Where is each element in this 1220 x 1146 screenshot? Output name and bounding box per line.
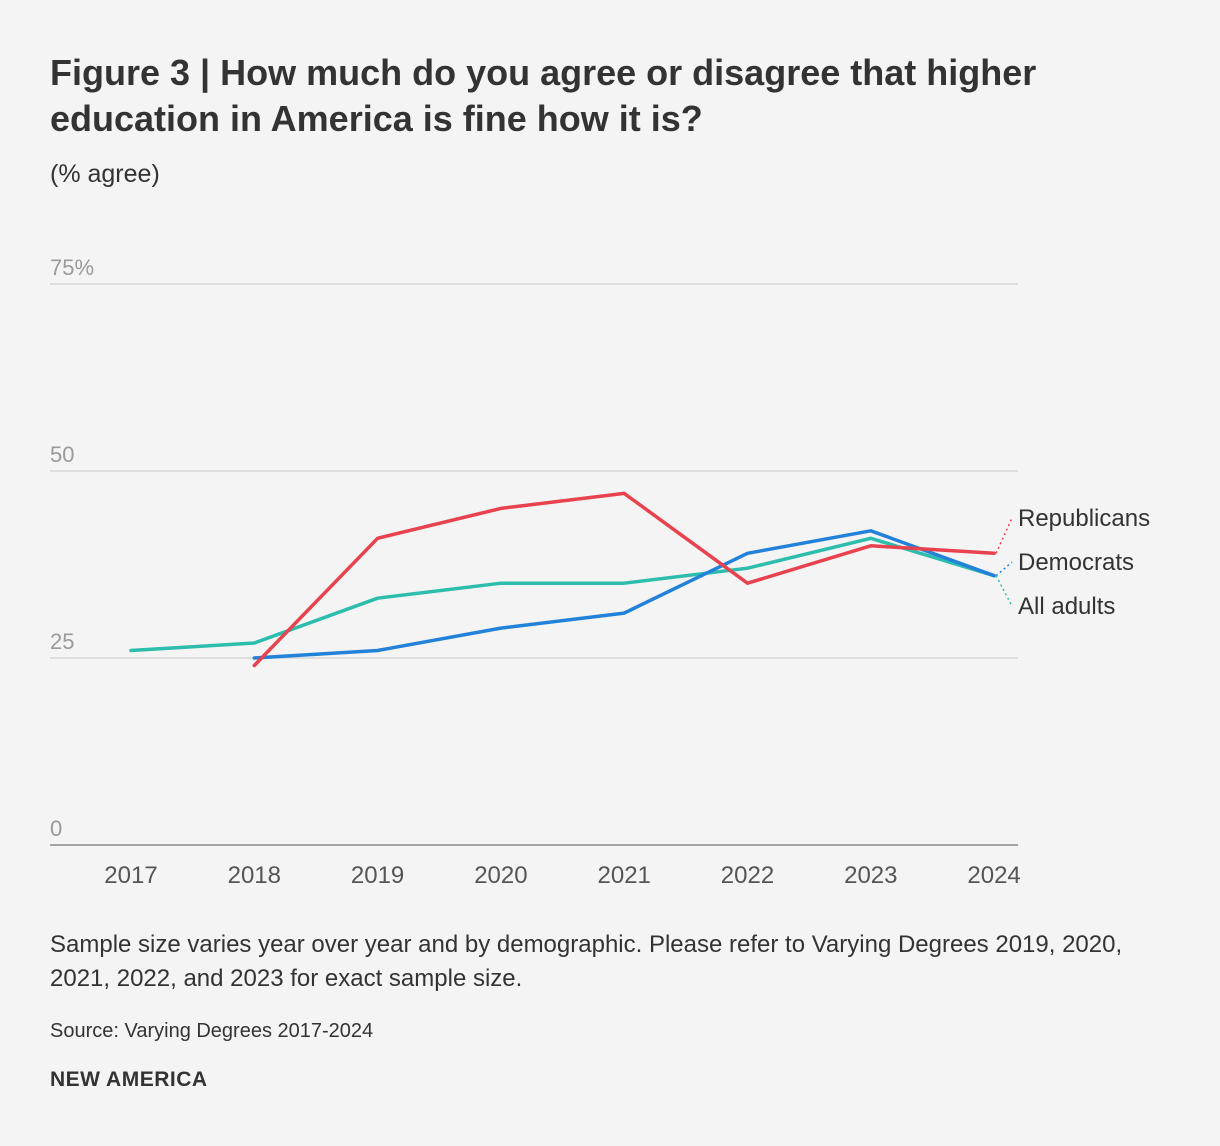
x-tick-label: 2020 (474, 862, 527, 889)
y-axis-ticks: 0 25 50 75% (50, 255, 94, 841)
x-axis-ticks: 2017 2018 2019 2020 2021 2022 2023 2024 (104, 862, 1020, 889)
x-tick-label: 2019 (351, 862, 404, 889)
y-tick-label: 25 (50, 629, 74, 654)
label-leader-democrats (995, 561, 1013, 577)
line-chart: 0 25 50 75% 2017 2018 2019 2020 2021 2022 2023 202… (50, 255, 1150, 889)
x-tick-label: 2022 (721, 862, 774, 889)
label-leader-all-adults (995, 575, 1013, 607)
y-tick-label: 50 (50, 442, 74, 467)
series-lines (129, 491, 996, 668)
series-label-republicans: Republicans (1018, 505, 1150, 532)
label-leader-republicans (995, 517, 1013, 554)
series-line-republicans (252, 491, 996, 668)
chart-title: Figure 3 | How much do you agree or disa… (50, 52, 1037, 139)
series-label-democrats: Democrats (1018, 549, 1134, 576)
sample-size-note: Sample size varies year over year and by… (50, 931, 1123, 992)
brand-logo-text: NEW AMERICA (50, 1068, 208, 1091)
y-tick-label: 0 (50, 816, 62, 841)
x-tick-label: 2018 (228, 862, 281, 889)
y-tick-label: 75% (50, 255, 94, 280)
series-line-democrats (252, 529, 996, 660)
series-line-all-adults (129, 536, 996, 653)
chart-subtitle: (% agree) (50, 160, 160, 188)
x-tick-label: 2023 (844, 862, 897, 889)
gridlines (50, 283, 1018, 846)
series-end-labels: Republicans Democrats All adults (995, 505, 1150, 620)
x-tick-label: 2017 (104, 862, 157, 889)
x-tick-label: 2024 (967, 862, 1020, 889)
series-label-all-adults: All adults (1018, 593, 1115, 620)
source-text: Source: Varying Degrees 2017-2024 (50, 1020, 374, 1042)
x-tick-label: 2021 (598, 862, 651, 889)
